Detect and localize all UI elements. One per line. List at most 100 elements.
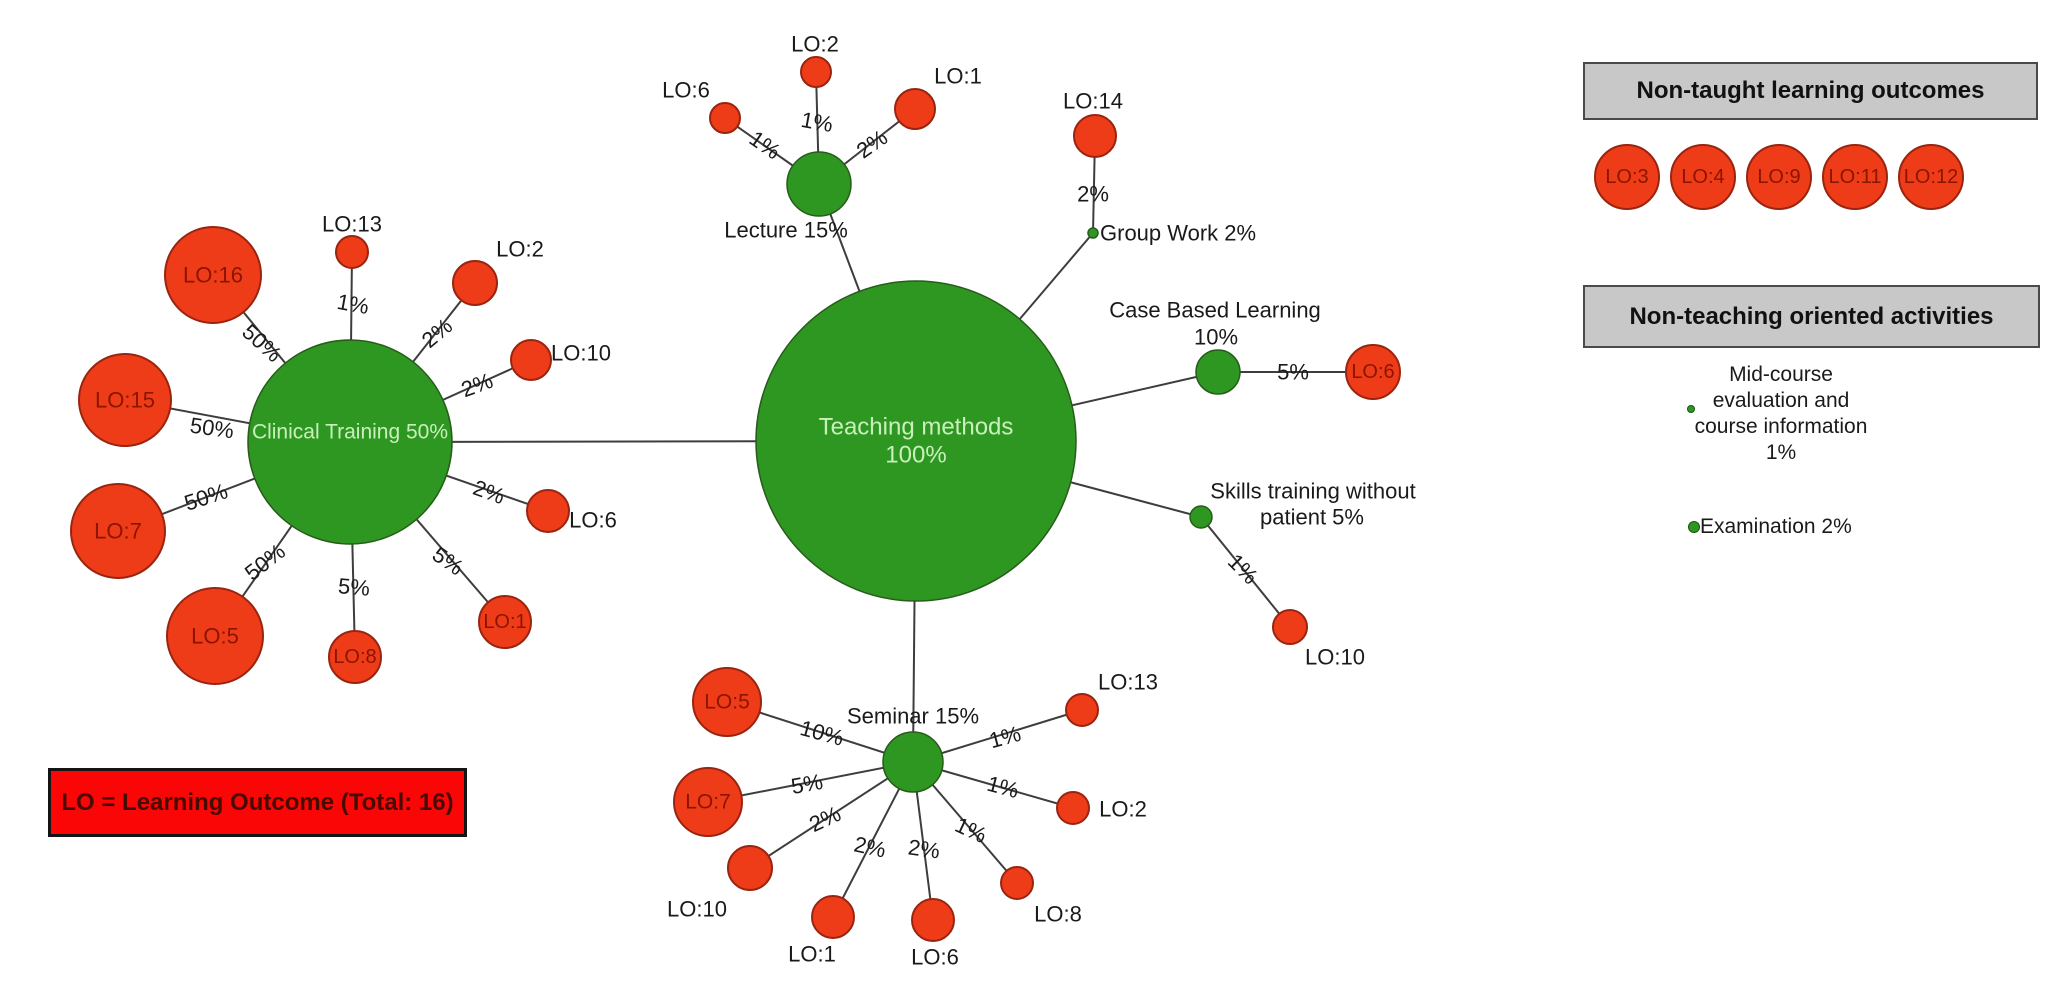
label-s-lo2: LO:2 <box>1099 797 1147 822</box>
label-s-lo10: LO:10 <box>667 897 727 922</box>
node-s-lo13 <box>1065 693 1099 727</box>
node-label-c-lo7: LO:7 <box>94 519 142 544</box>
pct-seminar-lo7: 5% <box>789 769 825 799</box>
node-label-c-lo15: LO:15 <box>95 388 155 413</box>
non-teaching-header: Non-teaching oriented activities <box>1583 285 2040 348</box>
examination-legend: Examination 2% <box>1700 515 1852 538</box>
node-c-lo5 <box>166 587 264 685</box>
label-s-lo1: LO:1 <box>788 942 836 967</box>
node-skills <box>1189 505 1213 529</box>
node-l-lo1 <box>894 88 936 130</box>
pct-clinical-lo15: 50% <box>188 413 235 444</box>
node-s-lo8 <box>1000 866 1034 900</box>
node-s-lo1 <box>811 895 855 939</box>
node-seminar <box>882 731 944 793</box>
label-l-lo2: LO:2 <box>791 32 839 57</box>
non-taught-header-text: Non-taught learning outcomes <box>1636 77 1985 104</box>
node-s-lo6 <box>911 898 955 942</box>
non-taught-lo-circle: LO:4 <box>1670 144 1736 210</box>
label-c-lo10: LO:10 <box>551 341 611 366</box>
non-teaching-header-text: Non-teaching oriented activities <box>1629 302 1994 330</box>
pct-seminar-lo6: 2% <box>907 834 942 863</box>
non-taught-lo-circle: LO:12 <box>1898 144 1964 210</box>
node-c-lo13 <box>335 235 369 269</box>
node-c-lo2 <box>452 260 498 306</box>
non-taught-outcomes-row: LO:3 LO:4 LO:9 LO:11 LO:12 <box>1594 144 1964 210</box>
node-s-lo10 <box>727 845 773 891</box>
pct-clinical-lo8: 5% <box>337 573 371 601</box>
node-teaching <box>755 280 1077 602</box>
pct-cbl-lo6: 5% <box>1277 360 1309 385</box>
node-cbl-lo6 <box>1345 344 1401 400</box>
pct-seminar-lo1: 2% <box>852 831 888 862</box>
skills-label-line1: Skills training without <box>1210 479 1415 504</box>
node-l-lo6 <box>709 102 741 134</box>
node-s-lo7 <box>673 767 743 837</box>
pct-clinical-lo10: 2% <box>458 368 496 402</box>
pct-seminar-lo5: 10% <box>797 715 846 751</box>
node-cbl <box>1195 349 1241 395</box>
non-taught-lo-label: LO:4 <box>1681 165 1725 188</box>
pct-clinical-lo1: 5% <box>428 542 468 581</box>
non-taught-lo-label: LO:9 <box>1757 165 1801 188</box>
midcourse-line: 1% <box>1765 441 1797 464</box>
label-s-lo8: LO:8 <box>1034 902 1082 927</box>
node-c-lo16 <box>164 226 262 324</box>
midcourse-dot-icon <box>1687 405 1695 413</box>
node-label-c-lo16: LO:16 <box>183 263 243 288</box>
node-label-s-lo7: LO:7 <box>685 791 731 814</box>
pct-seminar-lo8: 1% <box>951 812 990 848</box>
node-label-teaching: 100% <box>885 442 946 469</box>
groupwork-label: Group Work 2% <box>1100 221 1256 246</box>
pct-clinical-lo13: 1% <box>335 289 371 319</box>
pct-clinical-lo6: 2% <box>470 475 508 509</box>
node-c-lo8 <box>328 630 382 684</box>
node-label-clinical: Clinical Training 50% <box>252 421 448 444</box>
pct-lecture-lo6: 1% <box>745 126 785 165</box>
node-lecture <box>786 151 852 217</box>
node-s-lo5 <box>692 667 762 737</box>
label-c-lo2: LO:2 <box>496 237 544 262</box>
edge-skills-sk-lo10 <box>1200 516 1291 628</box>
node-label-s-lo5: LO:5 <box>704 691 750 714</box>
node-label-cbl-lo6: LO:6 <box>1351 361 1394 383</box>
node-l-lo2 <box>800 56 832 88</box>
node-s-lo2 <box>1056 791 1090 825</box>
label-c-lo6: LO:6 <box>569 508 617 533</box>
pct-seminar-lo2: 1% <box>984 771 1021 803</box>
non-taught-lo-label: LO:11 <box>1828 165 1882 188</box>
node-c-lo1 <box>478 595 532 649</box>
node-c-lo10 <box>510 339 552 381</box>
node-label-c-lo1: LO:1 <box>483 611 526 633</box>
node-gw-lo14 <box>1073 114 1117 158</box>
pct-seminar-lo13: 1% <box>986 721 1023 753</box>
label-gw-lo14: LO:14 <box>1063 89 1123 114</box>
lecture-label: Lecture 15% <box>724 218 848 243</box>
non-taught-header: Non-taught learning outcomes <box>1583 62 2038 120</box>
node-c-lo15 <box>78 353 172 447</box>
label-s-lo6: LO:6 <box>911 945 959 970</box>
label-l-lo6: LO:6 <box>662 78 710 103</box>
node-label-c-lo5: LO:5 <box>191 624 239 649</box>
cbl-label-line2: 10% <box>1194 325 1238 350</box>
lo-legend-text: LO = Learning Outcome (Total: 16) <box>61 788 454 816</box>
cbl-label-line1: Case Based Learning <box>1109 298 1321 323</box>
pct-seminar-lo10: 2% <box>805 801 844 837</box>
node-label-teaching: Teaching methods <box>819 414 1014 441</box>
pct-skills-lo10: 1% <box>1223 549 1263 589</box>
label-c-lo13: LO:13 <box>322 212 382 237</box>
non-taught-lo-label: LO:12 <box>1903 165 1959 188</box>
node-groupwork <box>1087 227 1099 239</box>
non-taught-lo-circle: LO:9 <box>1746 144 1812 210</box>
node-clinical <box>247 339 453 545</box>
node-c-lo7 <box>70 483 166 579</box>
pct-clinical-lo16: 50% <box>237 319 286 367</box>
pct-lecture-lo2: 1% <box>799 107 835 137</box>
label-l-lo1: LO:1 <box>934 64 982 89</box>
edge-seminar-s-lo10 <box>749 761 914 869</box>
non-taught-lo-circle: LO:3 <box>1594 144 1660 210</box>
seminar-label: Seminar 15% <box>847 704 979 729</box>
label-s-lo13: LO:13 <box>1098 670 1158 695</box>
